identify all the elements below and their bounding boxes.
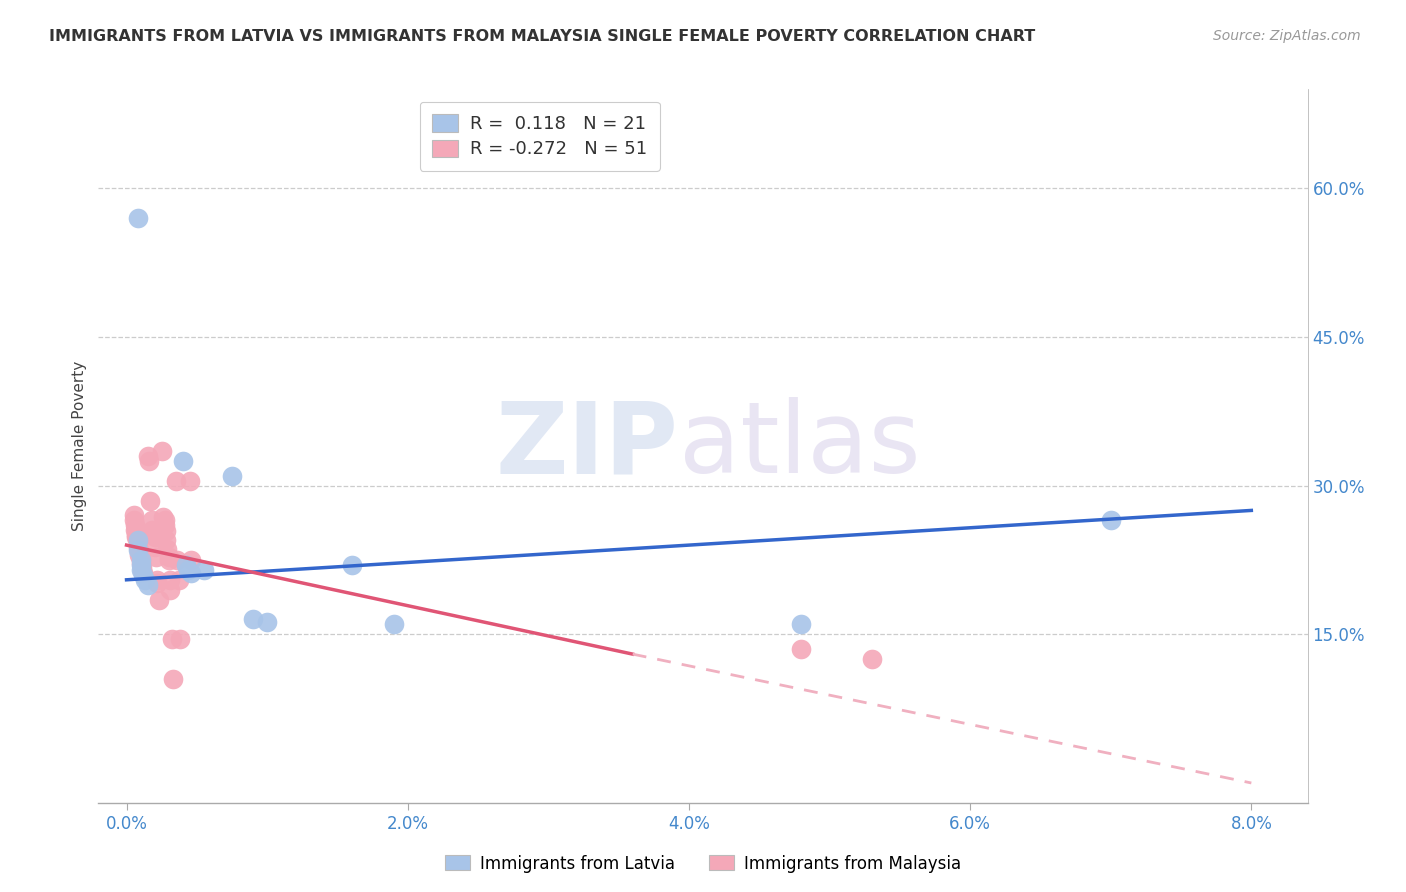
Point (127, 533, 149, 548)
Point (141, 513, 163, 527)
Text: Source: ZipAtlas.com: Source: ZipAtlas.com (1213, 29, 1361, 43)
Point (172, 454, 194, 468)
Point (790, 617, 813, 632)
Point (124, 518, 146, 533)
Point (129, 553, 152, 567)
Point (136, 578, 159, 592)
Point (166, 553, 188, 567)
Point (122, 513, 145, 527)
Point (146, 573, 169, 587)
Point (128, 543, 150, 558)
Point (156, 542, 179, 557)
Point (129, 549, 152, 564)
Text: atlas: atlas (679, 398, 921, 494)
Point (165, 474, 187, 488)
Point (242, 612, 264, 626)
Point (150, 444, 173, 458)
Point (155, 533, 177, 548)
Point (221, 468, 243, 483)
Point (160, 632, 183, 647)
Point (148, 592, 170, 607)
Point (139, 493, 162, 508)
Point (129, 553, 152, 567)
Point (177, 563, 200, 577)
Point (162, 672, 184, 686)
Point (179, 474, 201, 488)
Point (132, 567, 155, 582)
Point (142, 526, 165, 541)
Point (382, 617, 405, 632)
Point (146, 575, 169, 590)
Point (145, 549, 167, 564)
Point (125, 523, 148, 537)
Point (180, 553, 202, 567)
Point (127, 543, 149, 558)
Text: IMMIGRANTS FROM LATVIA VS IMMIGRANTS FROM MALAYSIA SINGLE FEMALE POVERTY CORRELA: IMMIGRANTS FROM LATVIA VS IMMIGRANTS FRO… (49, 29, 1035, 44)
Point (153, 513, 176, 527)
Point (127, 536, 149, 550)
Point (157, 553, 180, 567)
Point (790, 642, 813, 657)
Point (136, 449, 159, 463)
Point (155, 524, 177, 539)
Point (125, 530, 148, 544)
Point (256, 615, 278, 630)
Point (159, 582, 181, 597)
Point (180, 566, 202, 580)
Point (340, 558, 363, 572)
Point (152, 510, 174, 524)
Point (167, 573, 190, 587)
Y-axis label: Single Female Poverty: Single Female Poverty (72, 361, 87, 531)
Point (127, 211, 149, 225)
Point (860, 652, 883, 666)
Point (157, 549, 180, 564)
Legend: R =  0.118   N = 21, R = -0.272   N = 51: R = 0.118 N = 21, R = -0.272 N = 51 (419, 102, 659, 171)
Point (143, 540, 166, 554)
Point (125, 528, 148, 542)
Point (129, 556, 152, 570)
Point (153, 518, 176, 533)
Point (129, 558, 152, 572)
Point (143, 530, 166, 544)
Point (127, 533, 149, 548)
Point (127, 540, 149, 554)
Point (159, 573, 181, 587)
Point (122, 508, 145, 523)
Point (129, 563, 152, 577)
Point (1099, 513, 1122, 527)
Text: ZIP: ZIP (496, 398, 679, 494)
Point (174, 558, 197, 572)
Point (131, 560, 153, 574)
Point (132, 566, 155, 580)
Point (169, 632, 191, 647)
Point (193, 563, 215, 577)
Point (128, 548, 150, 562)
Point (134, 573, 156, 587)
Legend: Immigrants from Latvia, Immigrants from Malaysia: Immigrants from Latvia, Immigrants from … (439, 848, 967, 880)
Point (141, 523, 163, 537)
Point (131, 563, 153, 577)
Point (138, 454, 160, 468)
Point (124, 523, 146, 537)
